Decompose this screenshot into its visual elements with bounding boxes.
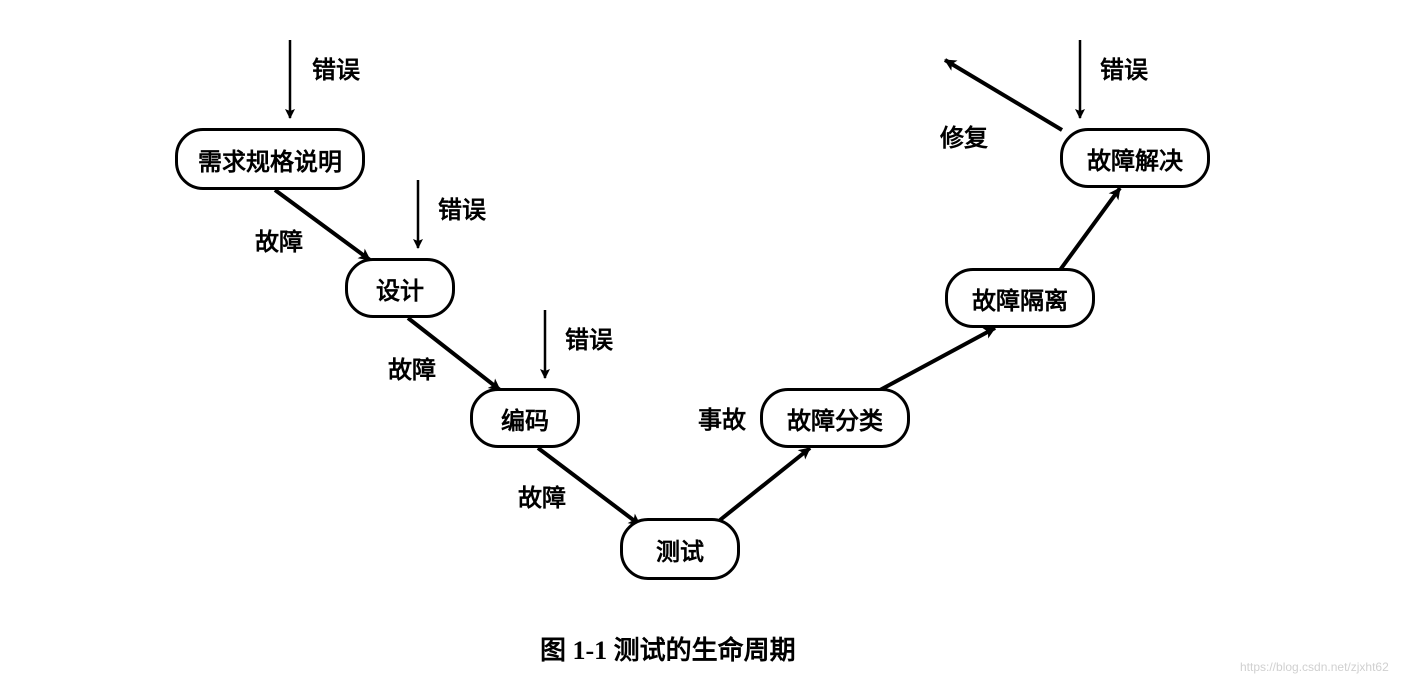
watermark-text: https://blog.csdn.net/zjxht62: [1240, 660, 1389, 674]
node-class: 故障分类: [760, 388, 910, 448]
error-label: 错误: [438, 190, 486, 225]
edge-label: 故障: [388, 350, 436, 385]
node-label: 需求规格说明: [198, 142, 342, 177]
error-label: 错误: [1100, 50, 1148, 85]
edge-label: 事故: [698, 400, 746, 435]
node-label: 故障解决: [1087, 141, 1183, 176]
repair-label: 修复: [940, 118, 988, 153]
node-code: 编码: [470, 388, 580, 448]
node-label: 设计: [376, 271, 424, 306]
node-label: 测试: [656, 532, 704, 567]
node-req: 需求规格说明: [175, 128, 365, 190]
node-iso: 故障隔离: [945, 268, 1095, 328]
error-label: 错误: [565, 320, 613, 355]
node-label: 故障分类: [787, 401, 883, 436]
figure-caption: 图 1-1 测试的生命周期: [540, 630, 796, 667]
diagram-arrows: [0, 0, 1420, 683]
edge-label: 故障: [518, 478, 566, 513]
edge-label: 故障: [255, 222, 303, 257]
node-test: 测试: [620, 518, 740, 580]
node-label: 故障隔离: [972, 281, 1068, 316]
node-res: 故障解决: [1060, 128, 1210, 188]
node-design: 设计: [345, 258, 455, 318]
error-label: 错误: [312, 50, 360, 85]
node-label: 编码: [501, 401, 549, 436]
